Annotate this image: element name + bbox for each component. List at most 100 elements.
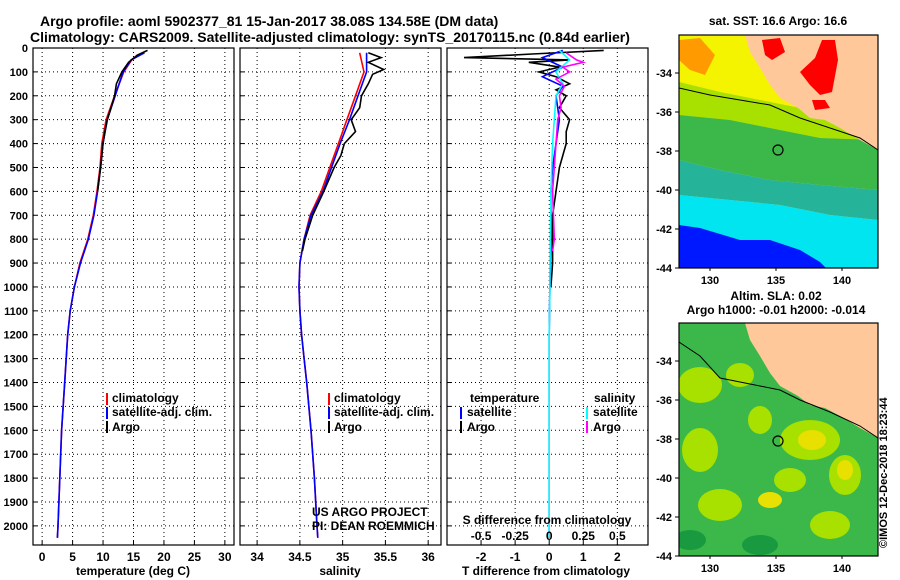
depth-tick-label: 300 — [10, 115, 28, 127]
series-argo — [96, 49, 148, 192]
lat-tick-label: -36 — [656, 395, 672, 407]
legend-s-satellite: satellite — [593, 405, 638, 419]
salinity-panel: 34 34.5 35 35.5 36 — [239, 47, 442, 564]
depth-tick-label: 200 — [10, 91, 28, 103]
lat-tick-label: -38 — [656, 434, 672, 446]
sst-map-title: sat. SST: 16.6 Argo: 16.6 — [709, 14, 848, 28]
series-s-satellite — [548, 49, 571, 538]
x-tick-label: 34 — [250, 550, 264, 564]
title-line-2: Climatology: CARS2009. Satellite-adjuste… — [30, 29, 630, 45]
x-tick-label: 10 — [96, 550, 110, 564]
difference-panel: -2 -1 0 1 2 -0.5 -0.25 0 0.25 0.5 — [446, 47, 649, 564]
x-tick-label: 2 — [614, 550, 621, 564]
depth-tick-label: 1600 — [4, 425, 28, 437]
lat-tick-label: -40 — [656, 473, 672, 485]
depth-tick-label: 1200 — [4, 330, 28, 342]
x-tick-label: 0 — [546, 550, 553, 564]
lat-tick-label: -40 — [656, 185, 672, 197]
lat-tick-label: -42 — [656, 512, 672, 524]
sal-xlabel: salinity — [319, 564, 361, 578]
x-tick-label: 5 — [69, 550, 76, 564]
x-tick-label: -1 — [510, 550, 521, 564]
depth-tick-label: 1900 — [4, 497, 28, 509]
series-argo — [301, 52, 386, 252]
legend-salinity: salinity — [594, 391, 636, 405]
sla-map-title-2: Argo h1000: -0.01 h2000: -0.014 — [687, 303, 866, 317]
s-tick-label: 0.25 — [572, 529, 596, 543]
legend-s-argo: Argo — [593, 420, 621, 434]
legend-satellite: satellite-adj. clim. — [112, 405, 212, 419]
legend-argo: Argo — [112, 420, 140, 434]
lat-tick-label: -34 — [656, 356, 673, 368]
x-tick-label: 15 — [127, 550, 141, 564]
depth-tick-label: 700 — [10, 210, 28, 222]
series-climatology — [298, 52, 365, 538]
s-tick-label: -0.25 — [501, 529, 529, 543]
sst-float-marker — [772, 144, 784, 156]
depth-tick-label: 1500 — [4, 401, 28, 413]
lon-tick-label: 135 — [767, 563, 785, 575]
series-satellite-adj-clim- — [298, 52, 368, 538]
sst-map — [679, 35, 878, 268]
temperature-panel: 0 5 10 15 20 25 30 — [32, 47, 235, 564]
x-tick-label: 25 — [188, 550, 202, 564]
lat-tick-label: -38 — [656, 146, 672, 158]
temp-xlabel: temperature (deg C) — [76, 564, 190, 578]
x-tick-label: 35 — [336, 550, 350, 564]
lat-tick-label: -42 — [656, 224, 672, 236]
legend-temperature: temperature — [470, 391, 540, 405]
legend-climatology: climatology — [334, 391, 401, 405]
temp-legend: climatology satellite-adj. clim. Argo — [106, 391, 212, 434]
sla-map-title-1: Altim. SLA: 0.02 — [730, 289, 822, 303]
depth-tick-label: 1000 — [4, 282, 28, 294]
x-tick-label: 36 — [421, 550, 435, 564]
x-tick-label: 30 — [218, 550, 232, 564]
lon-tick-label: 130 — [701, 563, 719, 575]
lon-tick-label: 130 — [701, 275, 719, 287]
depth-tick-label: 900 — [10, 258, 28, 270]
x-tick-label: 20 — [157, 550, 171, 564]
s-tick-label: -0.5 — [471, 529, 492, 543]
depth-tick-label: 2000 — [4, 521, 28, 533]
legend-climatology: climatology — [112, 391, 179, 405]
title-line-1: Argo profile: aoml 5902377_81 15-Jan-201… — [40, 13, 499, 29]
annotation-pi: PI: DEAN ROEMMICH — [312, 519, 435, 533]
series-s-argo — [551, 52, 587, 252]
series-t-satellite — [540, 49, 565, 538]
depth-tick-label: 1700 — [4, 449, 28, 461]
depth-tick-label: 400 — [10, 139, 28, 151]
x-tick-label: 35.5 — [374, 550, 398, 564]
x-tick-label: 0 — [39, 550, 46, 564]
depth-tick-label: 1100 — [4, 306, 28, 318]
sla-float-marker — [772, 435, 784, 447]
legend-satellite: satellite-adj. clim. — [334, 405, 434, 419]
diff-xlabel-top: S difference from climatology — [463, 513, 632, 527]
series-climatology — [56, 52, 144, 538]
depth-tick-label: 500 — [10, 162, 28, 174]
series-t-argo — [463, 49, 604, 287]
s-tick-label: 0 — [546, 529, 553, 543]
legend-t-argo: Argo — [467, 420, 495, 434]
series-satellite-adj-clim- — [56, 52, 145, 538]
depth-tick-label: 800 — [10, 234, 28, 246]
depth-tick-label: 1800 — [4, 473, 28, 485]
x-tick-label: -2 — [476, 550, 487, 564]
diff-xlabel: T difference from climatology — [462, 564, 630, 578]
legend-argo: Argo — [334, 420, 362, 434]
lon-tick-label: 140 — [833, 275, 851, 287]
lat-tick-label: -34 — [656, 68, 673, 80]
lat-tick-label: -44 — [656, 263, 673, 275]
s-tick-label: 0.5 — [609, 529, 626, 543]
depth-tick-label: 0 — [22, 43, 28, 55]
lat-tick-label: -44 — [656, 551, 673, 563]
sal-legend: climatology satellite-adj. clim. Argo — [328, 391, 434, 434]
depth-tick-label: 600 — [10, 186, 28, 198]
annotation-project: US ARGO PROJECT — [312, 505, 428, 519]
lon-tick-label: 135 — [767, 275, 785, 287]
lon-tick-label: 140 — [833, 563, 851, 575]
diff-legend: temperature satellite Argo salinity sate… — [460, 391, 638, 434]
x-tick-label: 1 — [580, 550, 587, 564]
legend-t-satellite: satellite — [467, 405, 512, 419]
x-tick-label: 34.5 — [288, 550, 312, 564]
